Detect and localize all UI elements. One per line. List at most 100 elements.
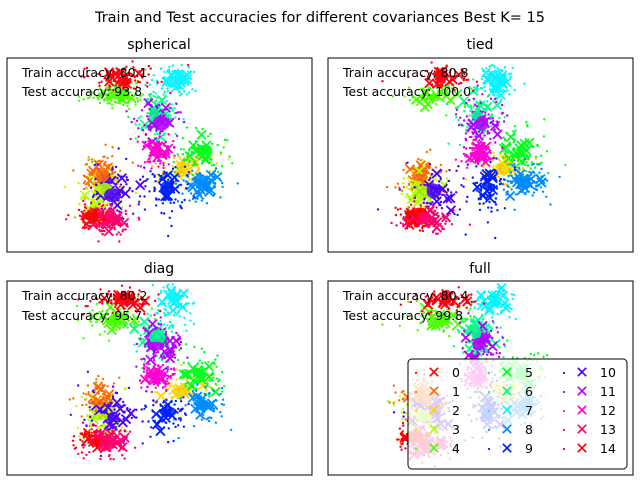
- train-point: [155, 198, 158, 201]
- train-point: [472, 97, 475, 100]
- train-point: [499, 177, 503, 181]
- train-point: [189, 192, 193, 195]
- train-point: [453, 88, 456, 92]
- train-point: [153, 299, 157, 303]
- train-point: [507, 174, 510, 178]
- train-point: [496, 209, 499, 212]
- train-point: [96, 426, 100, 429]
- train-point: [513, 125, 516, 128]
- train-point: [424, 69, 428, 73]
- train-point: [402, 185, 406, 189]
- train-point: [463, 71, 466, 75]
- train-point: [135, 350, 138, 353]
- train-point: [194, 89, 197, 93]
- train-point: [503, 116, 507, 119]
- train-point: [457, 328, 460, 332]
- axes-frame: [6, 280, 313, 476]
- train-point: [152, 399, 155, 402]
- train-point: [159, 309, 162, 313]
- train-point: [150, 426, 153, 429]
- test-point-x-marker: [500, 142, 512, 153]
- train-point: [81, 403, 84, 407]
- train-point: [468, 309, 471, 312]
- gaussian-component-ellipse: [105, 91, 123, 100]
- train-point: [185, 93, 189, 96]
- train-point: [450, 223, 454, 226]
- train-point: [157, 293, 160, 296]
- train-point: [141, 93, 144, 96]
- train-point: [497, 286, 500, 289]
- train-point: [172, 165, 175, 169]
- train-point: [117, 309, 120, 312]
- train-point: [154, 92, 157, 95]
- train-point: [118, 240, 121, 243]
- train-point: [195, 389, 198, 393]
- train-point: [124, 387, 127, 390]
- train-point: [394, 206, 397, 209]
- train-point: [82, 98, 85, 101]
- train-point: [216, 143, 219, 147]
- train-point: [399, 207, 402, 210]
- train-point: [87, 75, 90, 78]
- train-point: [177, 424, 180, 427]
- train-point: [495, 326, 498, 329]
- legend-label: 3: [452, 422, 460, 437]
- train-point: [146, 386, 149, 389]
- train-point: [157, 198, 161, 201]
- train-point: [167, 427, 170, 430]
- train-point: [137, 127, 140, 130]
- train-point: [470, 107, 473, 111]
- train-point: [110, 103, 114, 106]
- train-point: [85, 424, 88, 427]
- train-point: [202, 413, 205, 416]
- train-point: [163, 314, 167, 317]
- gaussian-component-ellipse: [414, 185, 431, 199]
- train-point: [162, 172, 165, 176]
- train-point: [77, 298, 80, 301]
- train-point: [376, 208, 380, 211]
- train-point: [192, 70, 196, 74]
- train-point: [466, 318, 469, 321]
- train-point: [88, 177, 92, 180]
- train-point: [82, 392, 85, 395]
- train-point: [458, 306, 461, 309]
- train-point: [388, 401, 391, 404]
- train-point: [465, 306, 468, 309]
- test-point-x-marker: [147, 318, 158, 330]
- train-point: [465, 341, 468, 344]
- train-point: [171, 167, 175, 171]
- train-point: [94, 381, 98, 384]
- test-point-x-marker: [155, 390, 167, 402]
- train-point: [134, 137, 137, 140]
- train-point: [216, 354, 219, 357]
- train-point: [179, 94, 182, 97]
- train-point: [464, 233, 467, 236]
- gaussian-component-ellipse: [427, 93, 441, 103]
- train-point: [172, 439, 175, 443]
- train-point: [106, 201, 109, 204]
- train-point: [439, 178, 442, 181]
- test-point-x-marker: [491, 99, 503, 111]
- train-point: [401, 430, 404, 433]
- train-point: [191, 169, 194, 172]
- train-point: [159, 67, 162, 70]
- train-point: [402, 407, 405, 411]
- test-point-x-marker: [143, 98, 154, 109]
- train-point: [413, 200, 416, 203]
- train-point: [154, 351, 158, 354]
- train-point: [95, 192, 98, 196]
- train-point: [445, 114, 448, 117]
- train-point: [132, 316, 136, 319]
- subplot-title: diag: [144, 261, 174, 277]
- train-point: [407, 300, 410, 304]
- train-point: [542, 135, 546, 138]
- train-point: [142, 366, 145, 370]
- train-point: [137, 293, 140, 296]
- train-point: [149, 92, 153, 96]
- train-point: [407, 75, 410, 79]
- train-point: [150, 307, 154, 310]
- test-point-x-marker: [187, 363, 199, 374]
- train-point: [135, 119, 139, 123]
- train-point: [165, 380, 169, 383]
- axes-frame: [6, 57, 313, 253]
